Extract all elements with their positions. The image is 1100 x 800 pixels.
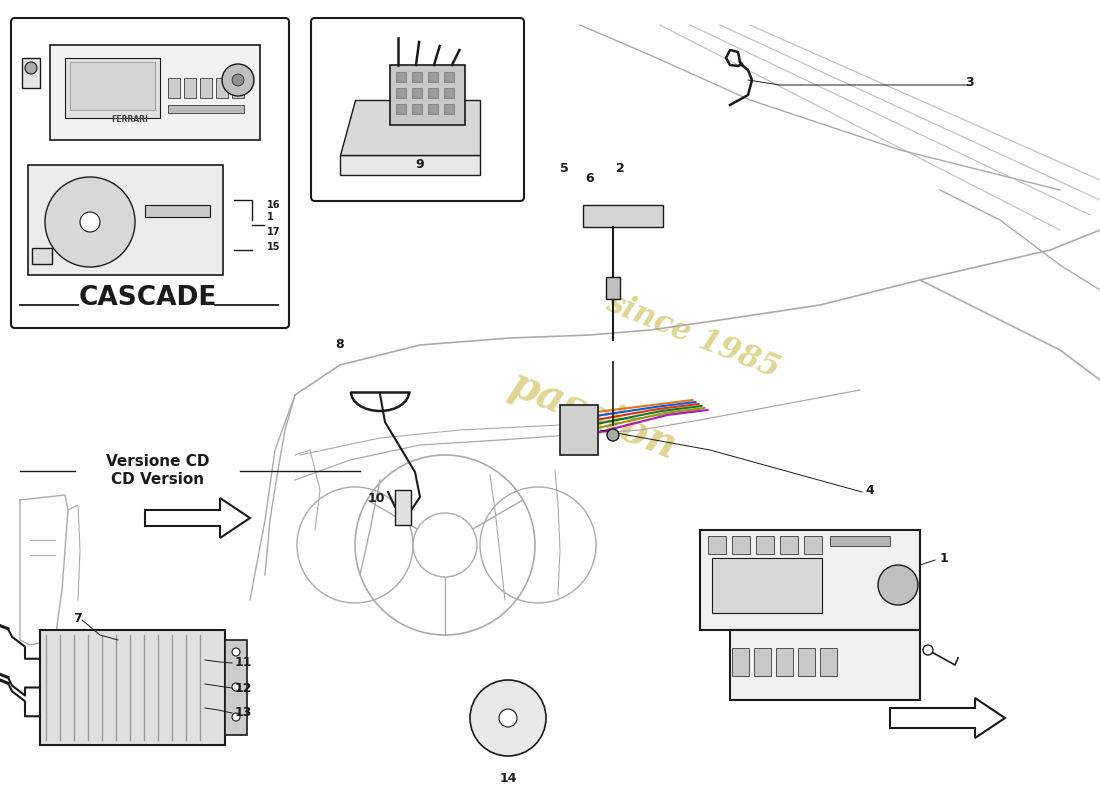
Bar (412, 104, 422, 114)
Bar (583, 205, 663, 227)
Bar (216, 78, 228, 98)
FancyBboxPatch shape (311, 18, 524, 201)
Bar (700, 530, 920, 630)
Text: 7: 7 (74, 611, 82, 625)
Text: passion: passion (504, 363, 684, 469)
Bar (28, 165, 223, 275)
Bar (200, 78, 212, 98)
Bar (820, 648, 837, 676)
Circle shape (232, 74, 244, 86)
Text: since 1985: since 1985 (602, 287, 784, 385)
Bar (730, 630, 920, 700)
Bar (732, 648, 749, 676)
Text: 15: 15 (267, 242, 280, 252)
Bar (40, 630, 225, 745)
Bar (712, 558, 822, 613)
Bar (560, 405, 598, 455)
Bar (184, 78, 196, 98)
Circle shape (470, 680, 546, 756)
Text: 9: 9 (416, 158, 425, 171)
Bar (232, 78, 244, 98)
Bar (412, 88, 422, 98)
Text: 6: 6 (585, 171, 594, 185)
Text: 4: 4 (865, 483, 873, 497)
Bar (226, 640, 248, 735)
Polygon shape (890, 698, 1005, 738)
Bar (396, 72, 406, 82)
Polygon shape (340, 155, 480, 175)
Text: Versione CD: Versione CD (107, 454, 210, 470)
Bar (444, 72, 454, 82)
Bar (830, 536, 890, 546)
Bar (732, 536, 750, 554)
Circle shape (232, 648, 240, 656)
Circle shape (878, 565, 918, 605)
Text: 8: 8 (336, 338, 344, 351)
Bar (412, 72, 422, 82)
Bar (396, 104, 406, 114)
Polygon shape (340, 100, 480, 155)
Circle shape (232, 713, 240, 721)
Circle shape (222, 64, 254, 96)
Text: 3: 3 (965, 75, 974, 89)
Bar (780, 536, 798, 554)
Bar (428, 72, 438, 82)
Text: 17: 17 (267, 227, 280, 237)
Bar (756, 536, 774, 554)
Text: 11: 11 (235, 657, 253, 670)
Bar (444, 104, 454, 114)
Text: 2: 2 (616, 162, 625, 174)
Bar (22, 58, 40, 88)
Bar (708, 536, 726, 554)
Text: 10: 10 (367, 491, 385, 505)
Text: 1: 1 (940, 551, 948, 565)
Circle shape (499, 709, 517, 727)
Bar (65, 58, 160, 118)
Text: CD Version: CD Version (111, 473, 205, 487)
Text: 5: 5 (560, 162, 569, 174)
Bar (390, 65, 465, 125)
Polygon shape (145, 498, 250, 538)
Bar (754, 648, 771, 676)
Text: CASCADE: CASCADE (79, 285, 217, 311)
Bar (804, 536, 822, 554)
FancyBboxPatch shape (11, 18, 289, 328)
Bar (70, 62, 155, 110)
Bar (50, 45, 260, 140)
Bar (798, 648, 815, 676)
Bar (395, 490, 411, 525)
Text: 14: 14 (499, 771, 517, 785)
Text: 1: 1 (267, 212, 274, 222)
Circle shape (45, 177, 135, 267)
Bar (396, 88, 406, 98)
Bar (168, 78, 180, 98)
Text: 13: 13 (235, 706, 252, 719)
Text: 12: 12 (235, 682, 253, 694)
Bar (444, 88, 454, 98)
Circle shape (25, 62, 37, 74)
Bar (145, 205, 210, 217)
Circle shape (607, 429, 619, 441)
Circle shape (923, 645, 933, 655)
Circle shape (232, 683, 240, 691)
Circle shape (80, 212, 100, 232)
Text: 16: 16 (267, 200, 280, 210)
Bar (606, 277, 620, 299)
Text: FERRARI: FERRARI (111, 115, 148, 125)
Bar (428, 104, 438, 114)
Bar (168, 105, 244, 113)
Bar (32, 248, 52, 264)
Bar (428, 88, 438, 98)
Bar (776, 648, 793, 676)
